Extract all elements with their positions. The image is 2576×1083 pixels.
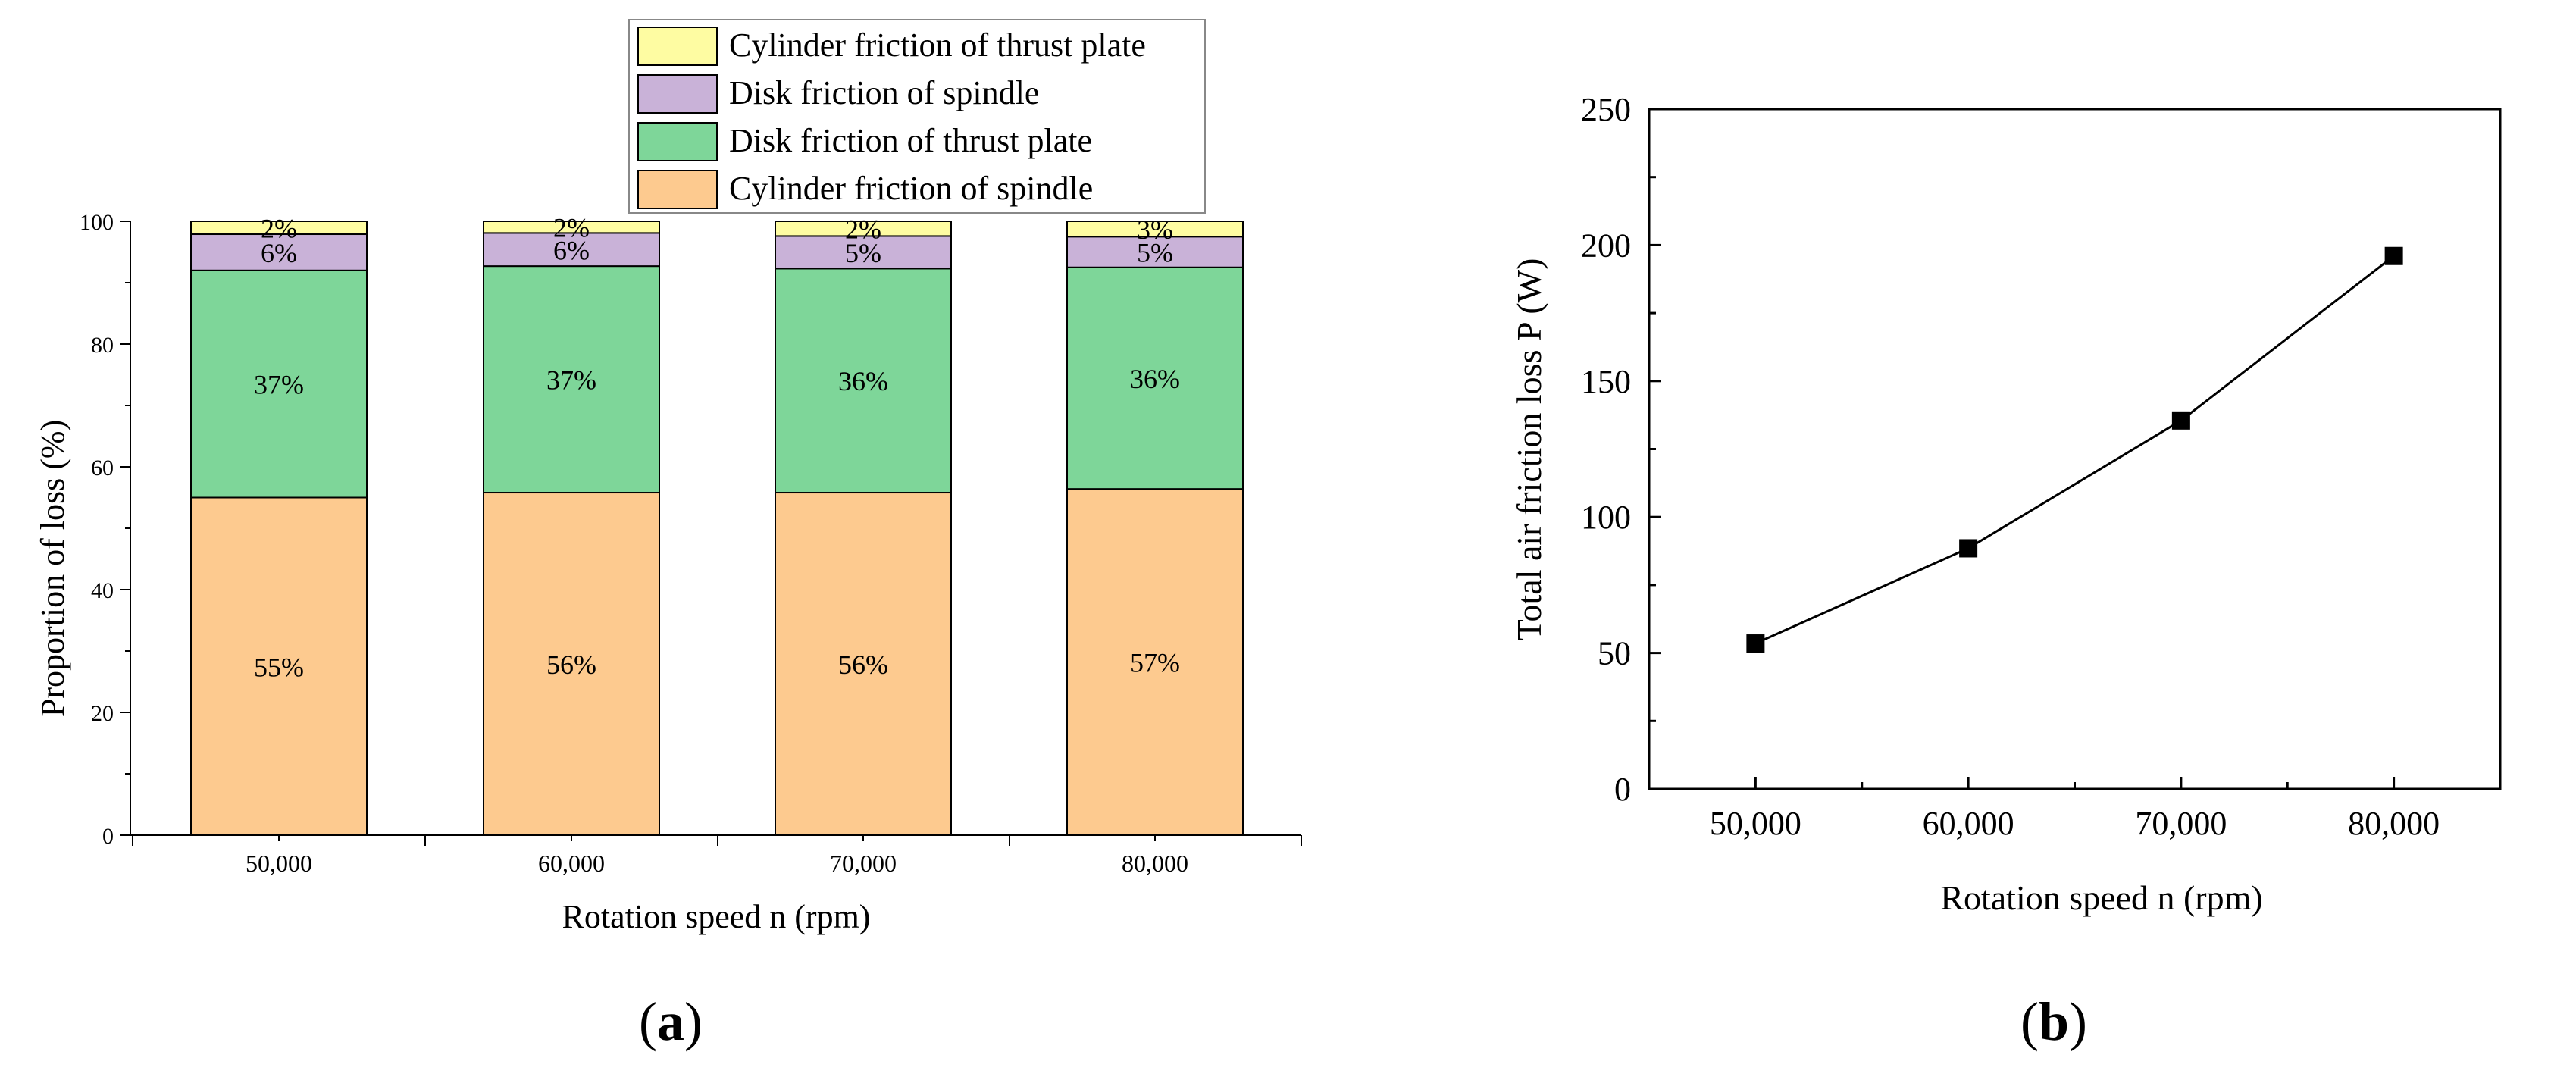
y-axis-title-b: Total air friction loss P (W) (1510, 258, 1548, 641)
data-point (1959, 539, 1978, 558)
legend-label: Disk friction of thrust plate (729, 122, 1092, 159)
x-tick-label-b: 70,000 (2135, 805, 2227, 842)
y-tick-label-b: 100 (1581, 499, 1631, 536)
bar-label: 37% (546, 365, 596, 396)
bar-1-2 (483, 492, 660, 837)
bar-1-1 (190, 496, 368, 836)
x-tick-label-b: 80,000 (2348, 805, 2440, 842)
bar-label: 36% (1130, 364, 1180, 394)
y-tick-label-a: 60 (91, 455, 114, 480)
bar-label: 6% (261, 238, 297, 268)
x-tick-label-b: 60,000 (1923, 805, 2014, 842)
legend-swatch (637, 74, 718, 114)
y-tick-label-a: 100 (80, 210, 114, 235)
y-axis-title-a: Proportion of loss (%) (34, 420, 71, 717)
bar-2-1 (190, 269, 368, 499)
y-tick-label-b: 0 (1614, 771, 1631, 808)
bar-label: 56% (546, 649, 596, 680)
bar-2-2 (483, 265, 660, 494)
y-tick-label-b: 250 (1581, 91, 1631, 128)
bar-label: 55% (254, 652, 304, 682)
bar-label: 5% (1137, 238, 1173, 268)
plot-frame-b (1648, 108, 2502, 790)
y-tick-label-b: 150 (1581, 363, 1631, 400)
y-tick-label-b: 200 (1581, 227, 1631, 264)
bar-label: 57% (1130, 648, 1180, 678)
legend-swatch (637, 122, 718, 161)
axes-b: 0 50 100 150 200 250 50,000 60,000 70,000 80,000 (1581, 91, 2502, 842)
x-tick-label-a: 80,000 (1122, 850, 1188, 877)
bar-label: 2% (845, 214, 881, 245)
bar-label: 2% (261, 214, 297, 244)
bar-4-1 (190, 221, 368, 236)
bar-1-3 (775, 492, 952, 837)
y-tick-label-a: 20 (91, 701, 114, 726)
bar-label: 56% (838, 649, 888, 680)
bar-2-3 (775, 268, 952, 494)
data-point (2384, 246, 2403, 265)
x-tick-label-b: 50,000 (1710, 805, 1801, 842)
bar-4-2 (483, 221, 660, 234)
series-line (1754, 255, 2395, 645)
bar-label: 37% (254, 370, 304, 400)
panel-label-b: (b) (2020, 991, 2087, 1052)
bar-label: 3% (1137, 214, 1173, 245)
y-tick-label-a: 40 (91, 578, 114, 603)
legend-label: Disk friction of spindle (729, 74, 1039, 111)
stacked-bar-chart: 55%37%6%2%56%37%6%2%56%36%5%2%57%36%5%3%… (34, 19, 1302, 1052)
data-point (1746, 634, 1765, 653)
x-tick-label-a: 50,000 (246, 850, 312, 877)
bar-4-4 (1066, 221, 1244, 238)
x-axis-title-a: Rotation speed n (rpm) (562, 898, 871, 935)
data-point (2171, 411, 2190, 430)
legend-swatch (637, 27, 718, 66)
bar-label: 5% (845, 238, 881, 268)
bar-layer (190, 221, 1244, 837)
y-tick-label-a: 0 (102, 824, 114, 849)
series-layer-b (1746, 246, 2403, 653)
legend-label: Cylinder friction of thrust plate (729, 27, 1146, 64)
bar-4-3 (775, 221, 952, 237)
x-axis-title-b: Rotation speed n (rpm) (1940, 878, 2262, 917)
legend-swatch (637, 170, 718, 209)
x-tick-label-a: 60,000 (538, 850, 605, 877)
panel-letter-b: b (2039, 991, 2069, 1052)
panel-letter-a: a (657, 991, 684, 1052)
y-tick-label-b: 50 (1598, 635, 1631, 672)
y-tick-label-a: 80 (91, 333, 114, 358)
legend-frame (628, 19, 1206, 214)
x-tick-label-a: 70,000 (830, 850, 897, 877)
bar-label: 6% (553, 235, 590, 265)
bar-label: 36% (838, 366, 888, 396)
legend-a: Cylinder friction of thrust plate Disk fr… (628, 19, 1206, 214)
bar-label: 2% (553, 213, 590, 243)
panel-label-a: (a) (639, 991, 703, 1052)
bar-3-2 (483, 232, 660, 268)
bar-3-4 (1066, 236, 1244, 268)
bar-1-4 (1066, 488, 1244, 836)
axes-a: 0 20 40 60 80 100 50,000 60,000 70,000 80,000 (80, 210, 1302, 877)
legend-label: Cylinder friction of spindle (729, 170, 1093, 207)
bar-label-layer: 55%37%6%2%56%37%6%2%56%36%5%2%57%36%5%3% (254, 213, 1180, 683)
